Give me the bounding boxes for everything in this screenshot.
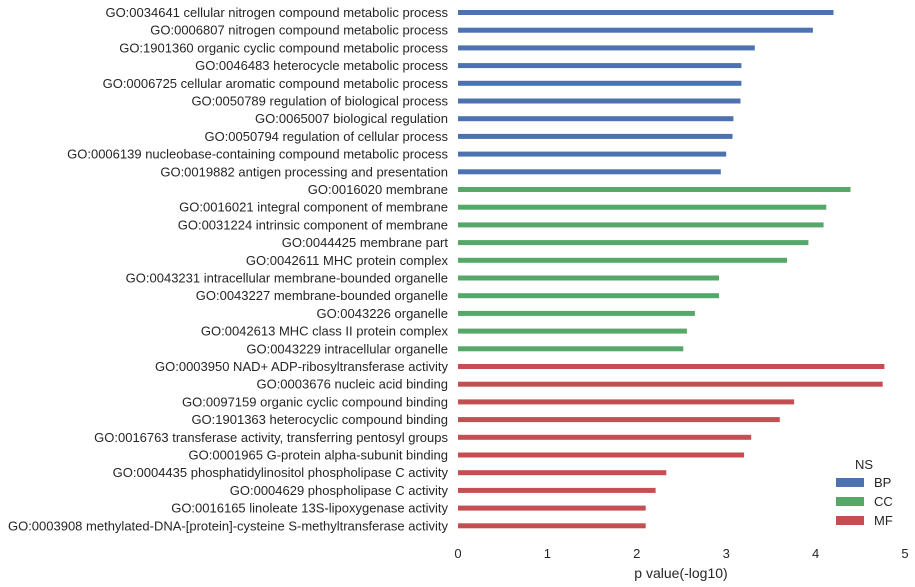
bar-cc-10 [458,187,851,192]
bar-mf-28 [458,505,646,511]
category-label: GO:0050794 regulation of cellular proces… [204,129,448,144]
bar-mf-26 [458,470,667,476]
bar-bp-9 [458,169,721,175]
bar-bp-7 [458,133,733,139]
bar-mf-24 [458,434,752,440]
category-label: GO:0016021 integral component of membran… [179,200,448,215]
legend-title: NS [855,457,873,472]
category-label: GO:0003908 methylated-DNA-[protein]-cyst… [8,518,449,533]
category-label: GO:0003950 NAD+ ADP-ribosyltransferase a… [155,359,448,374]
category-label: GO:0003676 nucleic acid binding [256,377,448,392]
bar-mf-25 [458,452,745,458]
bar-cc-12 [458,222,824,228]
category-label: GO:1901363 heterocyclic compound binding [191,412,448,427]
category-label: GO:0097159 organic cyclic compound bindi… [182,394,448,409]
x-axis-title: p value(-log10) [634,565,727,581]
category-label: GO:0043226 organelle [316,306,448,321]
bar-cc-14 [458,257,787,263]
category-label: GO:0050789 regulation of biological proc… [191,94,448,109]
category-label: GO:0043229 intracellular organelle [246,341,448,356]
category-label: GO:0004435 phosphatidylinositol phosphol… [113,465,449,480]
category-label: GO:0006139 nucleobase-containing compoun… [67,147,448,162]
bar-mf-22 [458,399,795,405]
category-label: GO:1901360 organic cyclic compound metab… [119,40,448,55]
category-label: GO:0019882 antigen processing and presen… [160,164,448,179]
bar-cc-13 [458,240,809,246]
bar-mf-29 [458,523,646,529]
legend-swatch-cc [836,497,864,506]
bar-cc-18 [458,328,687,334]
x-tick-label: 4 [812,546,819,561]
category-label: GO:0043231 intracellular membrane-bounde… [126,271,448,286]
bar-bp-6 [458,116,734,122]
category-label: GO:0016020 membrane [308,182,448,197]
bar-mf-20 [458,364,885,369]
bar-cc-19 [458,346,684,352]
legend-items: BP CC MF [836,475,893,528]
category-labels: GO:0034641 cellular nitrogen compound me… [8,5,449,533]
category-label: GO:0016165 linoleate 13S-lipoxygenase ac… [171,501,448,516]
bar-mf-27 [458,487,656,493]
category-label: GO:0006725 cellular aromatic compound me… [103,76,449,91]
category-label: GO:0031224 intrinsic component of membra… [178,217,448,232]
bar-cc-11 [458,204,827,210]
category-label: GO:0065007 biological regulation [255,111,448,126]
bar-mf-21 [458,381,883,387]
bar-bp-2 [458,45,755,51]
legend-swatch-bp [836,478,864,487]
category-label: GO:0001965 G-protein alpha-subunit bindi… [189,448,448,463]
category-label: GO:0006807 nitrogen compound metabolic p… [150,23,448,38]
bar-bp-5 [458,98,741,104]
category-label: GO:0042613 MHC class II protein complex [201,324,449,339]
category-label: GO:0044425 membrane part [282,235,449,250]
bar-mf-23 [458,417,780,423]
bar-cc-17 [458,310,695,316]
category-label: GO:0046483 heterocycle metabolic process [195,58,448,73]
category-label: GO:0043227 membrane-bounded organelle [196,288,448,303]
bar-bp-0 [458,10,834,15]
bar-bp-8 [458,151,727,157]
bar-cc-16 [458,293,719,299]
x-tick-label: 2 [633,546,640,561]
x-tick-label: 5 [901,546,908,561]
bars-layer [458,10,885,529]
bar-bp-4 [458,80,742,86]
bar-bp-3 [458,63,742,69]
x-tick-label: 1 [544,546,551,561]
x-tick-label: 0 [454,546,461,561]
category-label: GO:0004629 phospholipase C activity [230,483,449,498]
category-label: GO:0042611 MHC protein complex [246,253,449,268]
legend: NS BP CC MF [836,457,893,528]
bar-cc-15 [458,275,719,281]
legend-swatch-mf [836,516,864,525]
legend-label-cc: CC [874,494,893,509]
legend-label-mf: MF [874,513,893,528]
legend-label-bp: BP [874,475,891,490]
x-tick-label: 3 [723,546,730,561]
category-label: GO:0034641 cellular nitrogen compound me… [105,5,448,20]
bar-bp-1 [458,27,813,33]
category-label: GO:0016763 transferase activity, transfe… [94,430,448,445]
x-axis-ticks: 0 1 2 3 4 5 [454,546,908,561]
